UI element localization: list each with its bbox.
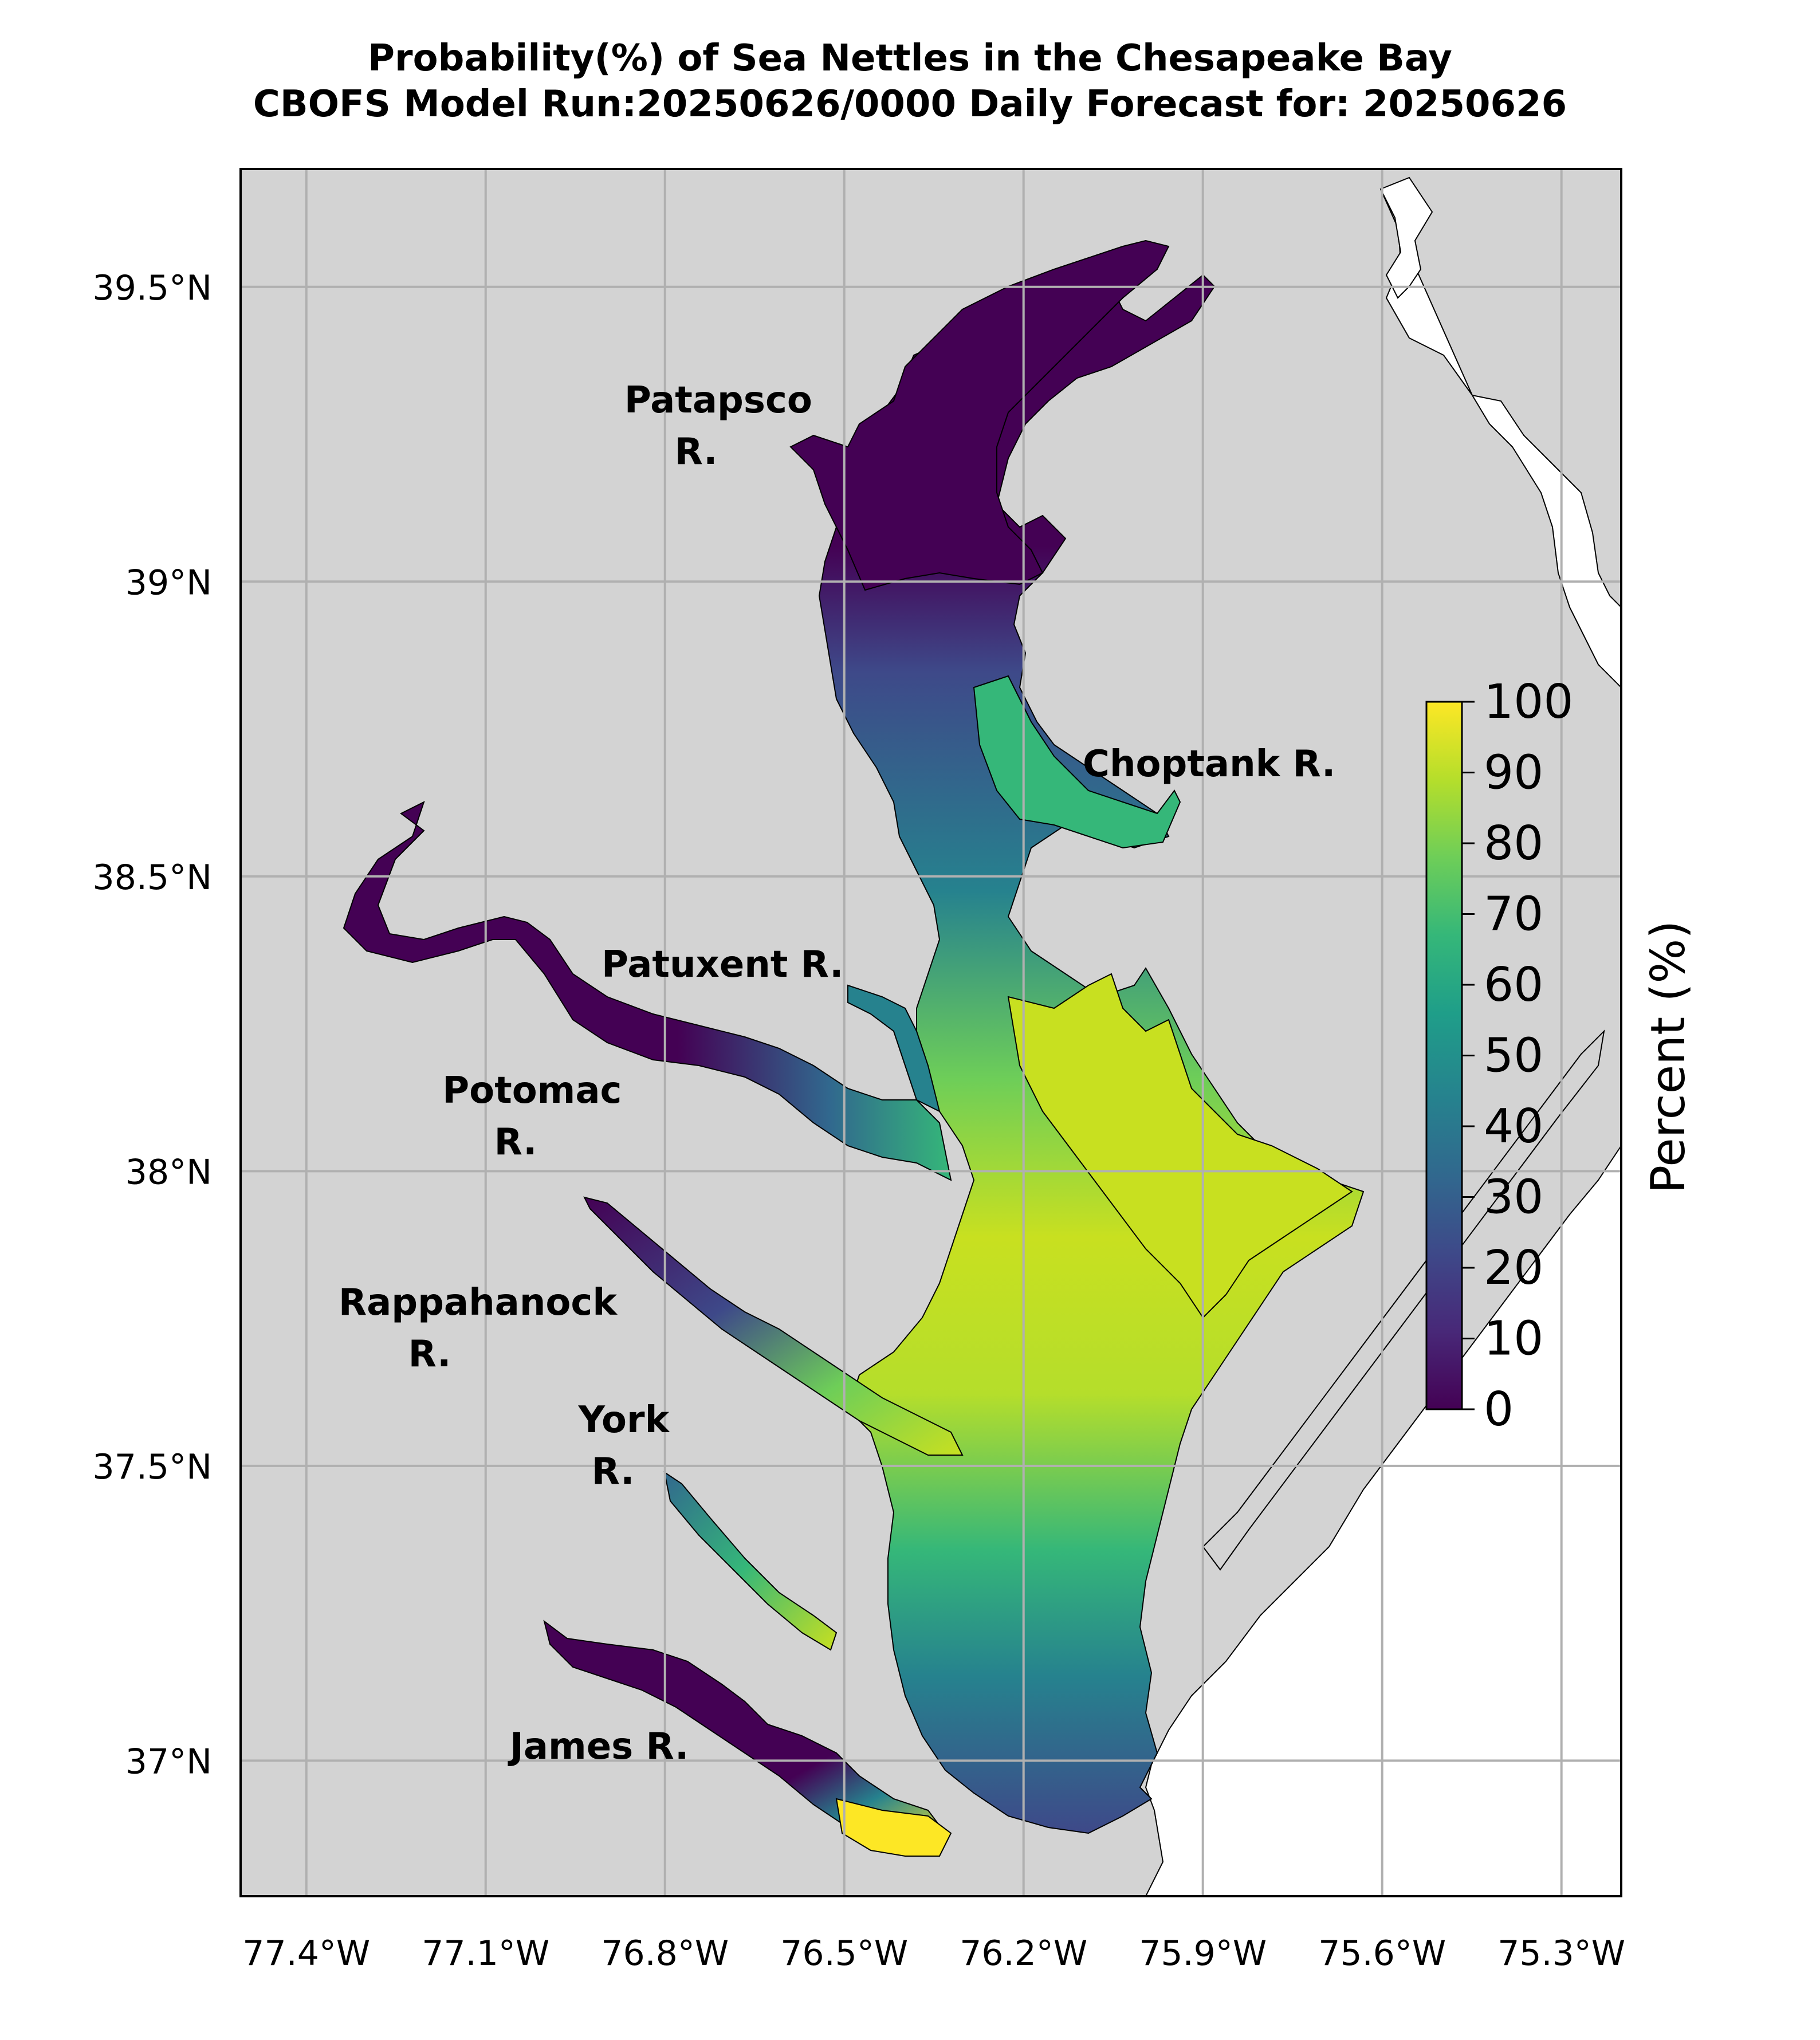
label-choptank: Choptank R. xyxy=(1083,743,1335,785)
title-line-1: Probability(%) of Sea Nettles in the Che… xyxy=(368,37,1452,80)
colorbar-tick-label: 90 xyxy=(1484,746,1543,800)
longitude-labels: 77.4°W 77.1°W 76.8°W 76.5°W 76.2°W 75.9°W 75.6… xyxy=(242,1933,1625,1974)
label-james: James R. xyxy=(508,1725,689,1768)
upper-bay-water xyxy=(789,239,1170,591)
colorbar-tick-label: 20 xyxy=(1484,1241,1543,1295)
lagoon-outline xyxy=(1202,1029,1605,1571)
colorbar-ticks: 0 10 20 30 40 50 60 70 80 90 100 xyxy=(1462,675,1574,1437)
title-line-2: CBOFS Model Run:20250626/0000 Daily Fore… xyxy=(253,83,1567,125)
map-frame xyxy=(239,168,1622,1897)
label-york: York R. xyxy=(578,1399,682,1493)
colorbar-tick-label: 80 xyxy=(1484,816,1543,871)
choptank-water xyxy=(973,675,1181,849)
lon-tick-label: 75.3°W xyxy=(1497,1933,1625,1974)
latitude-labels: 39.5°N 39°N 38.5°N 38°N 37.5°N 37°N xyxy=(93,268,212,1782)
lon-tick-label: 76.5°W xyxy=(780,1933,908,1974)
lat-tick-label: 37°N xyxy=(125,1742,212,1782)
york-river-water xyxy=(663,1471,838,1651)
colorbar-label: Percent (%) xyxy=(1641,921,1696,1194)
label-rappahannock: Rappahanock R. xyxy=(339,1282,630,1375)
colorbar-tick-label: 50 xyxy=(1484,1029,1543,1083)
colorbar-tick-label: 30 xyxy=(1484,1170,1543,1225)
colorbar-tick-label: 60 xyxy=(1484,958,1543,1012)
graticule xyxy=(241,169,1621,1896)
lon-tick-label: 75.9°W xyxy=(1139,1933,1267,1974)
rappahannock-river-water xyxy=(583,1196,964,1456)
colorbar-tick-label: 0 xyxy=(1484,1382,1514,1437)
label-patapsco: Patapsco R. xyxy=(624,379,825,473)
james-river-mouth xyxy=(835,1798,952,1857)
lon-tick-label: 77.1°W xyxy=(422,1933,549,1974)
river-labels: Patapsco R. Choptank R. Patuxent R. Poto… xyxy=(339,379,1335,1768)
colorbar-tick-label: 10 xyxy=(1484,1312,1543,1366)
label-patuxent: Patuxent R. xyxy=(602,944,843,986)
colorbar-tick-label: 40 xyxy=(1484,1099,1543,1154)
lon-tick-label: 76.2°W xyxy=(960,1933,1087,1974)
lat-tick-label: 37.5°N xyxy=(93,1447,212,1487)
lat-tick-label: 39°N xyxy=(125,563,212,603)
atlantic-ocean xyxy=(1145,188,1621,1896)
patuxent-river-water xyxy=(847,984,941,1113)
colorbar-tick-label: 70 xyxy=(1484,887,1543,942)
map-title: Probability(%) of Sea Nettles in the Che… xyxy=(0,36,1820,127)
colorbar: 0 10 20 30 40 50 60 70 80 90 100 Percent (%) xyxy=(1425,675,1696,1437)
colorbar-gradient xyxy=(1425,701,1463,1410)
lon-tick-label: 75.6°W xyxy=(1318,1933,1446,1974)
lon-tick-label: 77.4°W xyxy=(242,1933,370,1974)
lat-tick-label: 38°N xyxy=(125,1152,212,1192)
eastern-shore-water xyxy=(1007,973,1353,1319)
label-potomac: Potomac R. xyxy=(442,1070,635,1164)
lat-tick-label: 39.5°N xyxy=(93,268,212,308)
colorbar-tick-label: 100 xyxy=(1484,675,1574,729)
lon-tick-label: 76.8°W xyxy=(601,1933,729,1974)
lat-tick-label: 38.5°N xyxy=(93,858,212,898)
